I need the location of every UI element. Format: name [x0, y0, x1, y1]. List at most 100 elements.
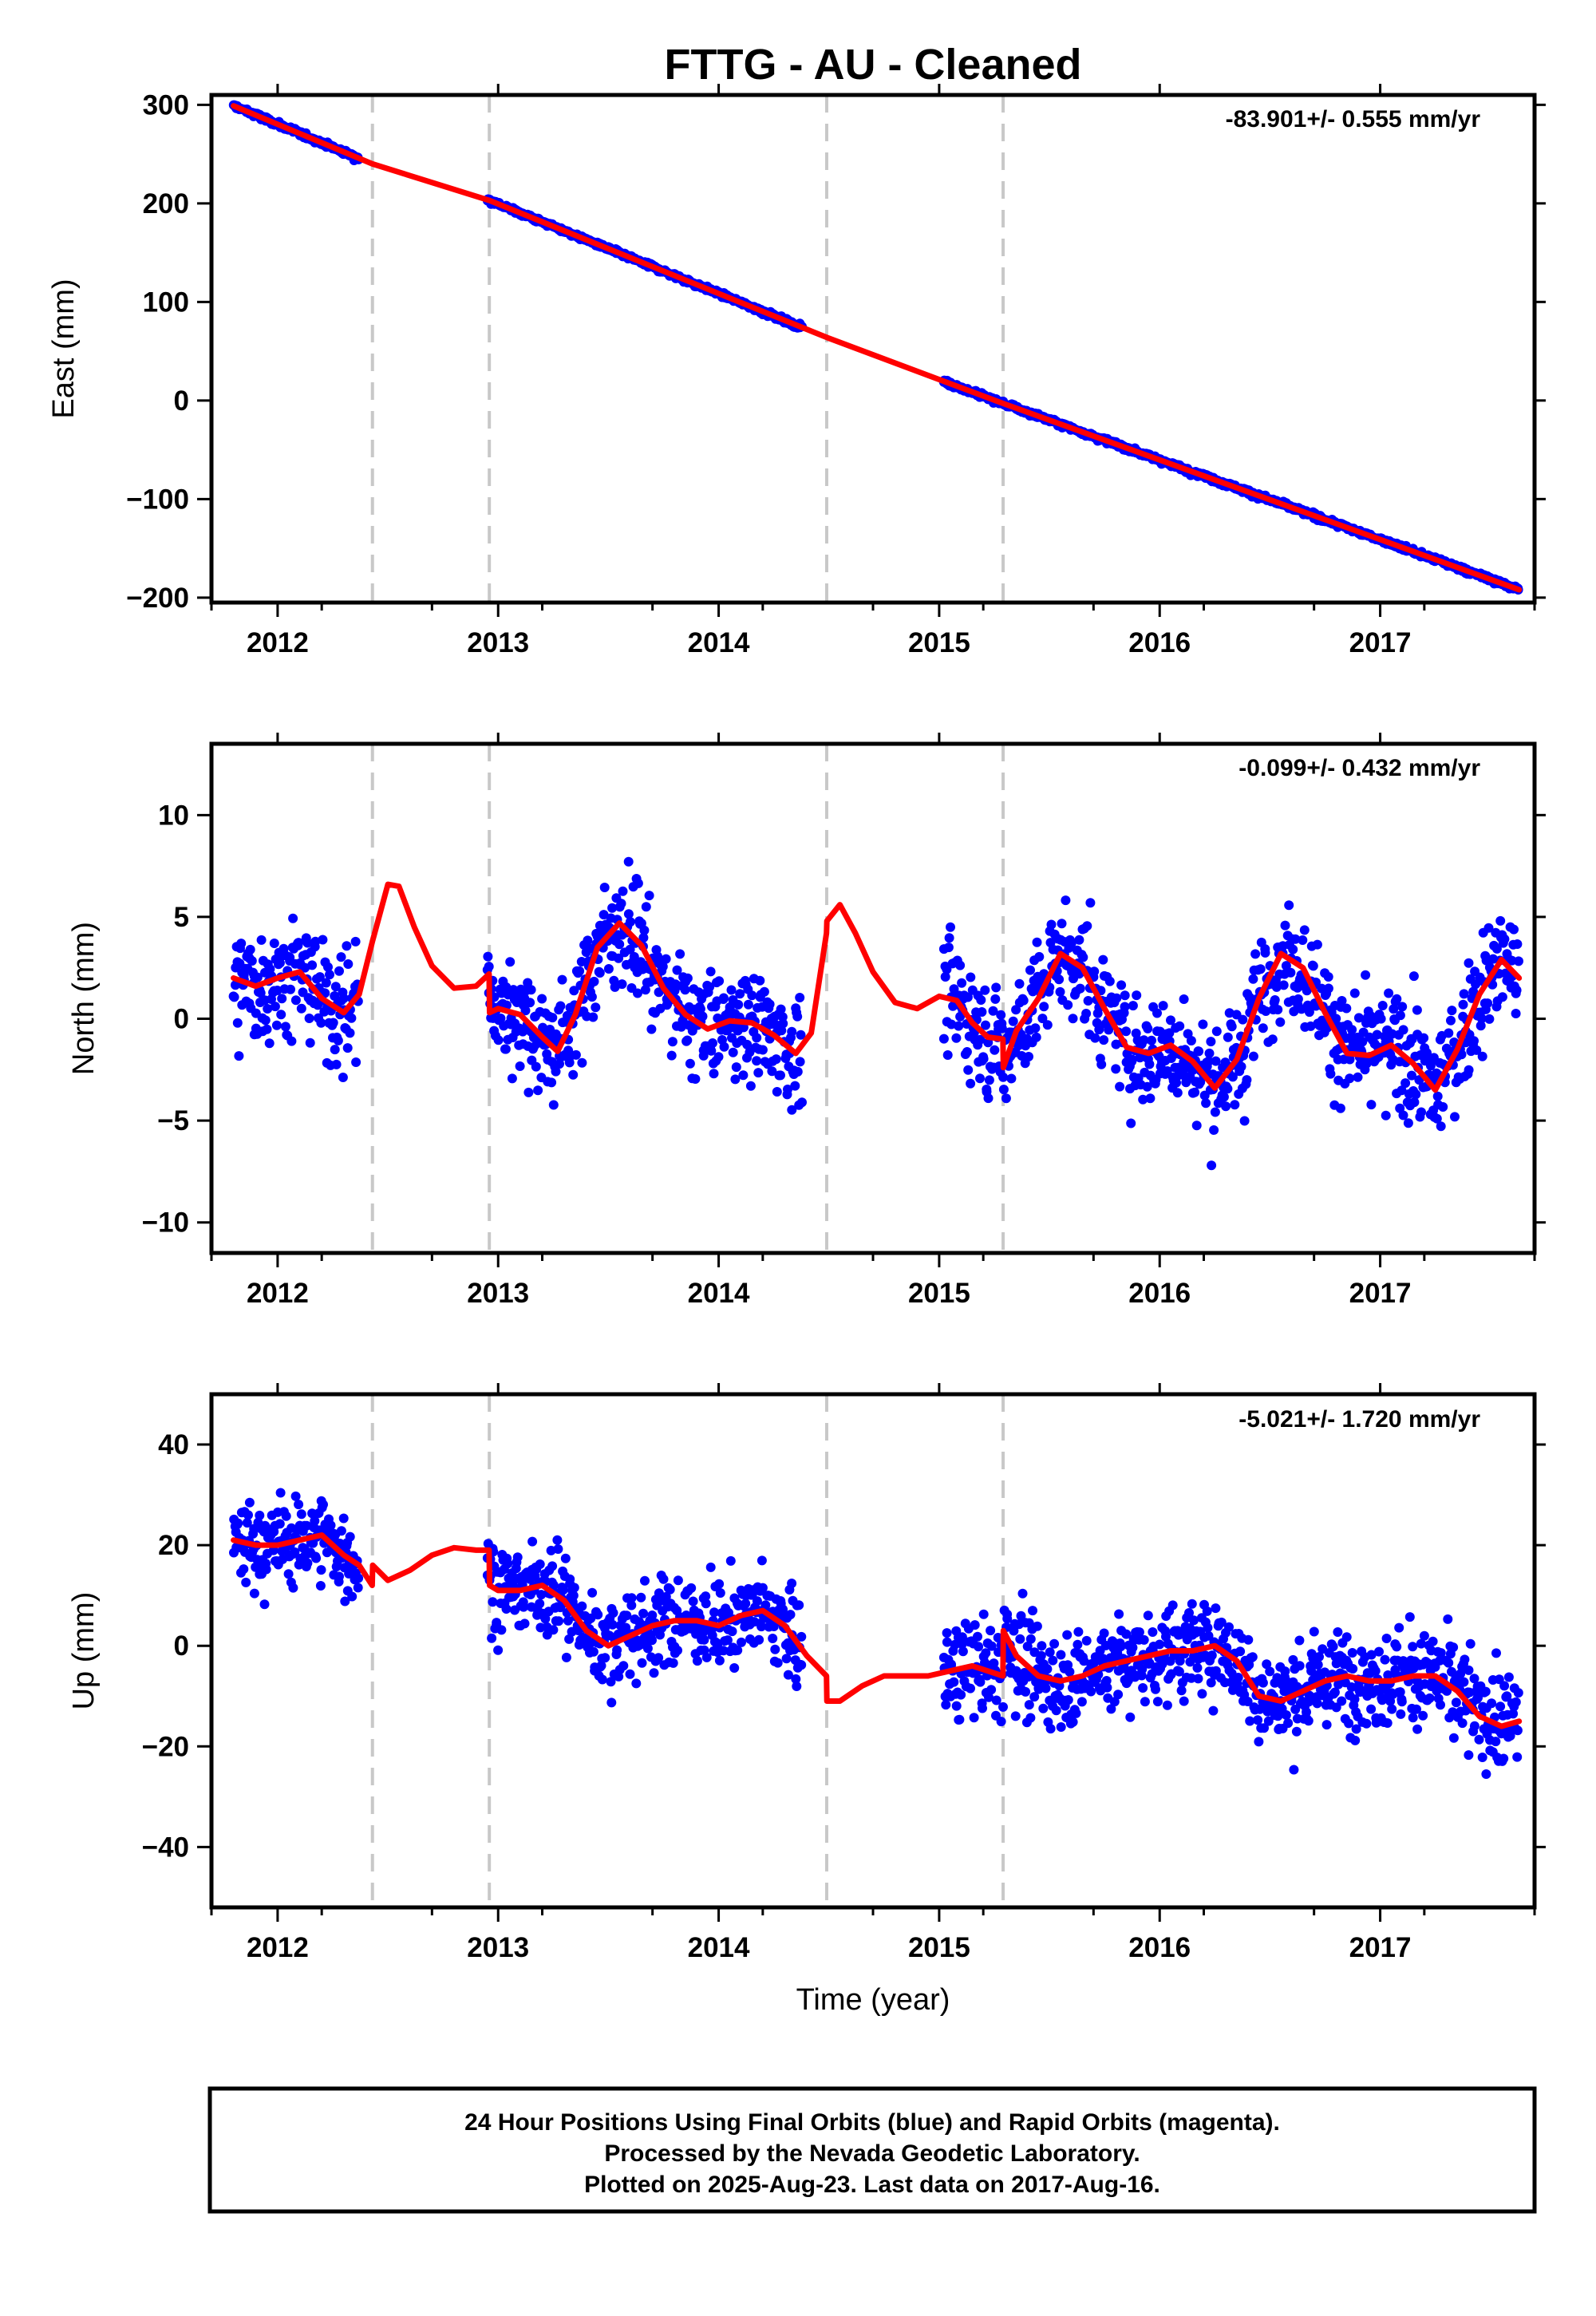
north-data-point: [1099, 1035, 1109, 1045]
north-data-point: [728, 1047, 738, 1057]
up-data-point: [1258, 1678, 1268, 1688]
north-data-point: [587, 992, 597, 1002]
north-data-point: [955, 960, 966, 970]
up-data-point: [649, 1668, 659, 1678]
north-data-point: [496, 1014, 506, 1023]
north-data-point: [269, 939, 279, 948]
up-data-point: [488, 1597, 498, 1607]
north-data-point: [1323, 983, 1333, 994]
north-data-point: [942, 1050, 953, 1060]
north-data-point: [1477, 1051, 1487, 1061]
north-data-point: [991, 982, 1001, 993]
up-data-point: [787, 1579, 797, 1588]
north-data-point: [232, 1018, 243, 1028]
up-data-point: [290, 1491, 301, 1501]
north-data-point: [599, 883, 610, 892]
north-data-point: [1447, 1006, 1457, 1016]
north-data-point: [623, 856, 634, 867]
up-data-point: [1025, 1634, 1036, 1644]
north-data-point: [548, 1100, 559, 1110]
north-data-point: [1082, 921, 1092, 931]
up-data-point: [1197, 1689, 1207, 1699]
north-data-point: [288, 913, 298, 923]
north-data-point: [776, 1070, 785, 1081]
north-data-point: [1126, 1118, 1136, 1128]
up-data-point: [338, 1513, 349, 1524]
north-data-point: [745, 1081, 756, 1091]
north-data-point: [697, 1011, 708, 1022]
north-data-point: [706, 1045, 717, 1056]
north-data-point: [1221, 1101, 1231, 1112]
up-data-point: [1448, 1733, 1459, 1743]
north-data-point: [316, 1018, 326, 1028]
north-data-point: [603, 964, 614, 974]
north-data-point: [752, 1056, 762, 1066]
up-data-point: [986, 1626, 996, 1636]
north-data-point: [1096, 1059, 1107, 1069]
up-data-point: [714, 1579, 725, 1589]
up-data-point: [673, 1575, 683, 1586]
north-data-point: [633, 878, 643, 888]
north-data-point: [1172, 1088, 1183, 1098]
north-data-point: [328, 1018, 338, 1028]
up-data-point: [255, 1510, 265, 1520]
north-data-point: [759, 986, 769, 997]
up-data-point: [686, 1583, 697, 1593]
up-data-point: [1341, 1632, 1352, 1642]
up-data-point: [315, 1581, 326, 1591]
up-data-point: [701, 1599, 711, 1609]
up-data-point: [986, 1685, 997, 1695]
north-data-point: [1270, 995, 1280, 1005]
north-data-point: [523, 1087, 534, 1097]
north-data-point: [1074, 935, 1084, 945]
north-data-point: [290, 995, 301, 1006]
up-data-point: [501, 1604, 512, 1614]
up-data-point: [705, 1562, 716, 1572]
north-data-point: [1395, 1010, 1405, 1021]
north-data-point: [1121, 1026, 1132, 1037]
north-y-tick-label: 5: [174, 902, 189, 933]
north-data-point: [792, 1066, 803, 1077]
north-data-point: [1273, 1005, 1283, 1015]
up-data-point: [1125, 1712, 1136, 1722]
north-data-point: [1293, 994, 1303, 1004]
north-data-point: [796, 1030, 806, 1040]
up-data-point: [1418, 1710, 1428, 1721]
up-data-point: [692, 1656, 702, 1666]
up-data-point: [1469, 1721, 1479, 1731]
up-data-point: [1203, 1622, 1213, 1633]
north-data-point: [771, 1054, 781, 1065]
north-data-point: [1412, 1005, 1422, 1015]
up-data-point: [493, 1645, 504, 1655]
north-data-point: [234, 1051, 244, 1061]
north-data-point: [675, 949, 685, 959]
up-x-tick-label: 2015: [908, 1932, 970, 1963]
north-data-point: [576, 957, 587, 966]
north-y-tick-label: 10: [158, 800, 189, 831]
north-data-point: [345, 1028, 355, 1038]
north-data-point: [954, 1021, 964, 1031]
north-data-point: [1238, 1014, 1248, 1025]
north-data-point: [1014, 978, 1025, 989]
north-data-point: [1210, 1107, 1220, 1117]
up-data-point: [1348, 1664, 1358, 1674]
north-data-point: [1341, 1003, 1352, 1014]
up-data-point: [699, 1634, 709, 1645]
north-data-point: [1275, 1017, 1286, 1027]
up-data-point: [1140, 1697, 1150, 1707]
north-data-point: [526, 985, 536, 995]
north-data-point: [638, 933, 649, 943]
up-data-point: [548, 1625, 559, 1635]
up-data-point: [345, 1531, 355, 1542]
up-data-point: [658, 1574, 669, 1584]
north-data-point: [983, 1093, 994, 1104]
north-data-point: [690, 1074, 701, 1084]
up-data-point: [1448, 1642, 1459, 1653]
north-data-point: [1464, 958, 1474, 968]
north-data-point: [568, 1069, 579, 1080]
north-data-point: [752, 1033, 762, 1043]
north-x-tick-label: 2015: [908, 1278, 970, 1309]
east-model-curve: [231, 103, 1523, 593]
north-data-point: [1078, 952, 1088, 962]
north-data-point: [1025, 965, 1035, 975]
